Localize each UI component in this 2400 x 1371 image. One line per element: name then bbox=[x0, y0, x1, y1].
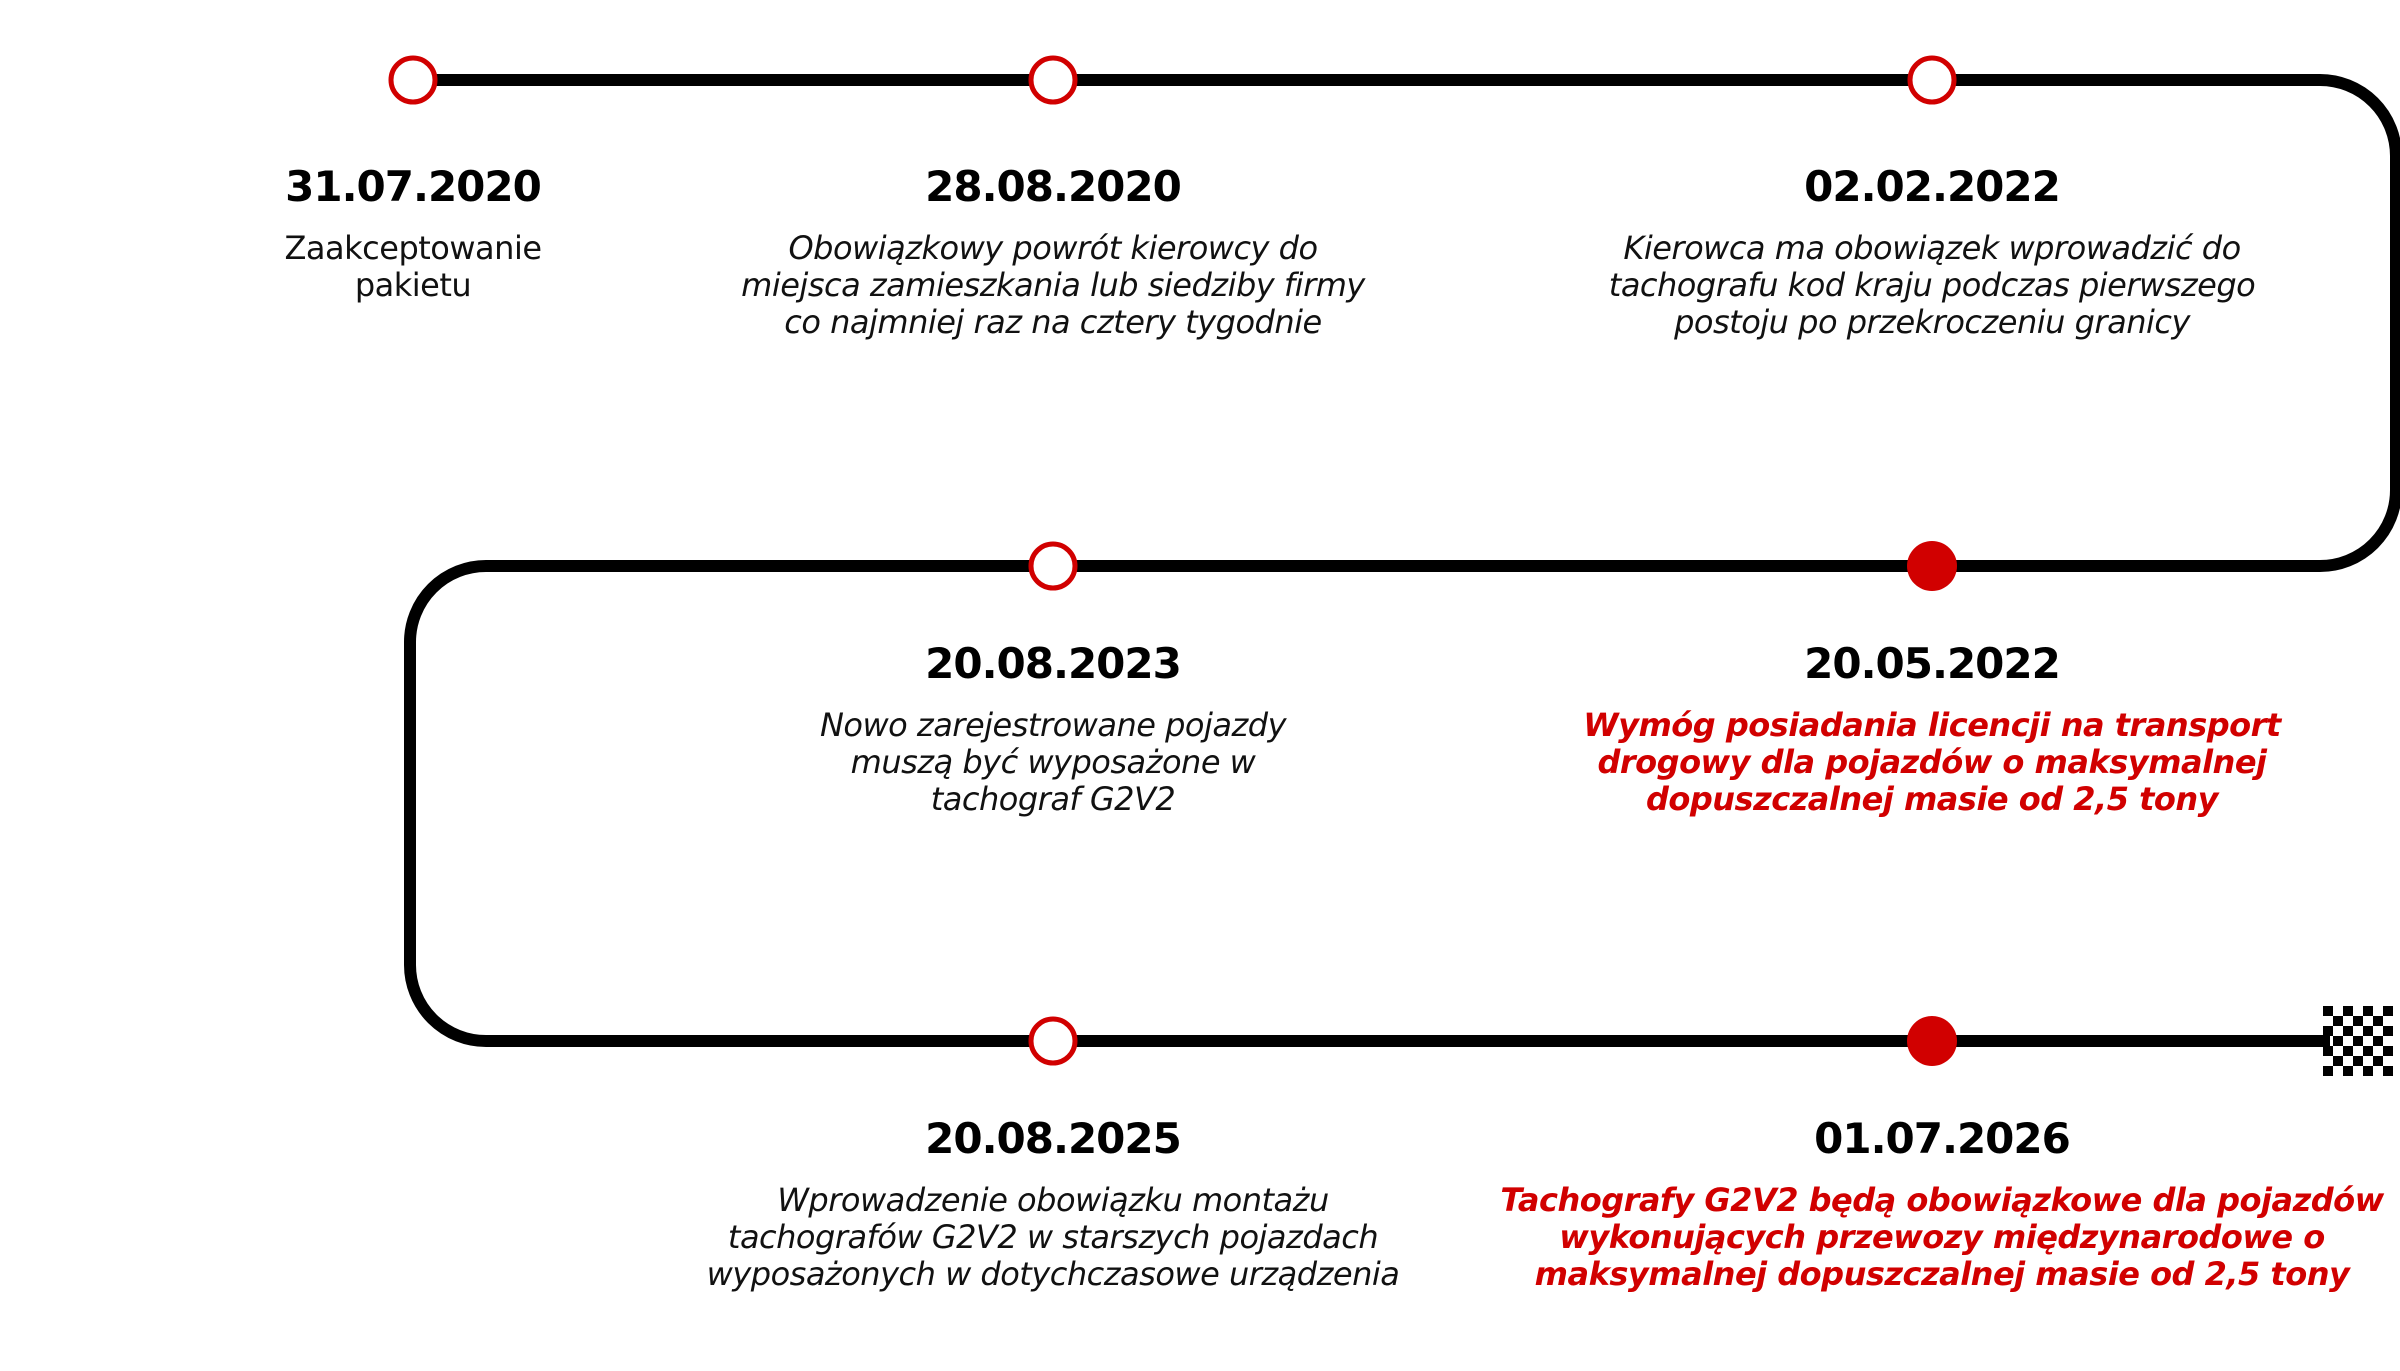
flag-square bbox=[2323, 1026, 2333, 1036]
desc-line: drogowy dla pojazdów o maksymalnej bbox=[1597, 743, 2267, 781]
event-5: 20.08.2023 Nowo zarejestrowane pojazdy m… bbox=[603, 639, 1503, 818]
flag-square bbox=[2383, 1046, 2393, 1056]
desc-line: muszą być wyposażone w bbox=[850, 743, 1256, 781]
flag-square bbox=[2363, 1046, 2373, 1056]
desc-line: Nowo zarejestrowane pojazdy bbox=[819, 706, 1287, 744]
flag-square bbox=[2343, 1026, 2353, 1036]
checkered-flag-icon bbox=[2323, 1006, 2393, 1076]
event-marker-hollow bbox=[388, 55, 438, 105]
flag-square bbox=[2343, 1066, 2353, 1076]
flag-square bbox=[2333, 1036, 2343, 1046]
event-date: 01.07.2026 bbox=[1814, 1114, 2071, 1163]
desc-line: tachografu kod kraju podczas pierwszego bbox=[1608, 266, 2256, 304]
desc-line: dopuszczalnej masie od 2,5 tony bbox=[1645, 780, 2219, 818]
desc-line: tachograf G2V2 bbox=[930, 780, 1176, 818]
event-4: 20.05.2022 Wymóg posiadania licencji na … bbox=[1482, 639, 2382, 818]
event-marker-hollow bbox=[1028, 541, 1078, 591]
flag-square bbox=[2363, 1066, 2373, 1076]
event-date: 20.08.2025 bbox=[925, 1114, 1182, 1163]
flag-square bbox=[2383, 1006, 2393, 1016]
flag-square bbox=[2363, 1006, 2373, 1016]
flag-square bbox=[2323, 1006, 2333, 1016]
desc-line: pakietu bbox=[354, 266, 472, 304]
desc-line: Wymóg posiadania licencji na transport bbox=[1583, 706, 2281, 744]
flag-square bbox=[2333, 1016, 2343, 1026]
desc-line: wyposażonych w dotychczasowe urządzenia bbox=[706, 1255, 1400, 1293]
flag-square bbox=[2373, 1036, 2383, 1046]
event-description: Wymóg posiadania licencji na transport d… bbox=[1482, 707, 2382, 818]
event-marker-filled bbox=[1907, 1016, 1957, 1066]
event-description: Nowo zarejestrowane pojazdy muszą być wy… bbox=[603, 707, 1503, 818]
event-description: Tachografy G2V2 będą obowiązkowe dla poj… bbox=[1442, 1182, 2400, 1293]
desc-line: tachografów G2V2 w starszych pojazdach bbox=[727, 1218, 1379, 1256]
event-6: 20.08.2025 Wprowadzenie obowiązku montaż… bbox=[603, 1114, 1503, 1293]
event-3: 02.02.2022 Kierowca ma obowiązek wprowad… bbox=[1482, 162, 2382, 341]
flag-square bbox=[2323, 1046, 2333, 1056]
desc-line: Kierowca ma obowiązek wprowadzić do bbox=[1623, 229, 2241, 267]
flag-square bbox=[2373, 1056, 2383, 1066]
event-marker-hollow bbox=[1028, 1016, 1078, 1066]
desc-line: Wprowadzenie obowiązku montażu bbox=[777, 1181, 1329, 1219]
flag-square bbox=[2343, 1006, 2353, 1016]
event-description: Zaakceptowanie pakietu bbox=[0, 230, 863, 304]
event-date: 31.07.2020 bbox=[285, 162, 542, 211]
desc-line: co najmniej raz na cztery tygodnie bbox=[784, 303, 1322, 341]
event-1: 31.07.2020 Zaakceptowanie pakietu bbox=[0, 162, 863, 304]
flag-square bbox=[2373, 1016, 2383, 1026]
flag-square bbox=[2383, 1026, 2393, 1036]
event-7: 01.07.2026 Tachografy G2V2 będą obowiązk… bbox=[1442, 1114, 2400, 1293]
desc-line: wykonujących przewozy międzynarodowe o bbox=[1559, 1218, 2325, 1256]
desc-line: Tachografy G2V2 będą obowiązkowe dla poj… bbox=[1500, 1181, 2384, 1219]
flag-square bbox=[2323, 1066, 2333, 1076]
flag-square bbox=[2353, 1036, 2363, 1046]
flag-square bbox=[2333, 1056, 2343, 1066]
desc-line: Obowiązkowy powrót kierowcy do bbox=[788, 229, 1318, 267]
flag-square bbox=[2343, 1046, 2353, 1056]
event-date: 28.08.2020 bbox=[925, 162, 1182, 211]
event-date: 20.08.2023 bbox=[925, 639, 1182, 688]
event-date: 20.05.2022 bbox=[1804, 639, 2061, 688]
event-description: Obowiązkowy powrót kierowcy do miejsca z… bbox=[603, 230, 1503, 341]
flag-square bbox=[2383, 1066, 2393, 1076]
desc-line: postoju po przekroczeniu granicy bbox=[1674, 303, 2190, 341]
desc-line: maksymalnej dopuszczalnej masie od 2,5 t… bbox=[1534, 1255, 2350, 1293]
event-marker-hollow bbox=[1028, 55, 1078, 105]
desc-line: miejsca zamieszkania lub siedziby firmy bbox=[741, 266, 1365, 304]
event-description: Kierowca ma obowiązek wprowadzić do tach… bbox=[1482, 230, 2382, 341]
event-date: 02.02.2022 bbox=[1804, 162, 2061, 211]
event-2: 28.08.2020 Obowiązkowy powrót kierowcy d… bbox=[603, 162, 1503, 341]
event-marker-filled bbox=[1907, 541, 1957, 591]
flag-square bbox=[2363, 1026, 2373, 1036]
flag-square bbox=[2353, 1016, 2363, 1026]
track-path bbox=[404, 74, 2400, 1047]
flag-square bbox=[2353, 1056, 2363, 1066]
event-description: Wprowadzenie obowiązku montażu tachograf… bbox=[603, 1182, 1503, 1293]
desc-line: Zaakceptowanie bbox=[284, 229, 542, 267]
event-marker-hollow bbox=[1907, 55, 1957, 105]
